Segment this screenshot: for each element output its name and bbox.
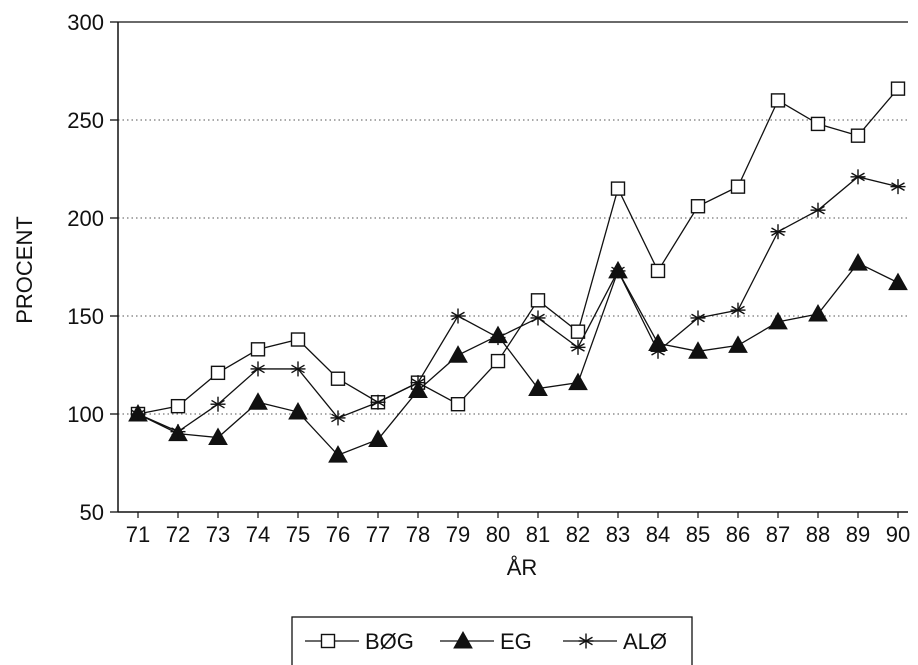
legend-label: EG <box>500 629 532 654</box>
data-point-3 <box>890 179 906 195</box>
y-tick-label: 250 <box>67 108 104 133</box>
legend-label: BØG <box>365 629 414 654</box>
data-point-3 <box>210 396 226 412</box>
legend-marker <box>578 633 594 649</box>
gridlines <box>118 119 908 415</box>
data-point-2 <box>768 311 788 330</box>
x-tick-label: 75 <box>286 522 310 547</box>
axes <box>110 21 908 518</box>
x-tick-label: 73 <box>206 522 230 547</box>
x-tick-label: 80 <box>486 522 510 547</box>
data-point-1 <box>450 397 466 412</box>
series-line-2 <box>137 262 899 456</box>
data-point-3 <box>330 410 346 426</box>
x-tick-label: 86 <box>726 522 750 547</box>
data-point-3 <box>450 308 466 324</box>
x-tick-label: 88 <box>806 522 830 547</box>
x-tick-label: 87 <box>766 522 790 547</box>
x-tick-label: 72 <box>166 522 190 547</box>
y-tick-labels: 50 100 150 200 250 300 <box>67 10 104 525</box>
data-point-1 <box>530 293 546 308</box>
data-point-1 <box>210 365 226 381</box>
x-tick-label: 79 <box>446 522 470 547</box>
data-point-2 <box>248 392 268 410</box>
series-group <box>128 81 908 463</box>
data-point-3 <box>250 361 266 377</box>
data-point-2 <box>728 335 748 353</box>
legend: BØG EG ALØ <box>291 616 693 665</box>
x-tick-label: 82 <box>566 522 590 547</box>
x-tick-label: 84 <box>646 522 670 547</box>
data-point-1 <box>250 342 266 357</box>
data-point-3 <box>730 302 746 318</box>
data-point-3 <box>290 361 306 377</box>
data-point-3 <box>370 394 386 410</box>
data-point-2 <box>288 402 308 420</box>
x-tick-label: 85 <box>686 522 710 547</box>
data-point-2 <box>848 253 868 271</box>
y-axis-title: PROCENT <box>12 216 37 324</box>
data-point-3 <box>170 424 186 440</box>
data-point-1 <box>730 179 746 194</box>
legend-marker <box>320 633 336 649</box>
x-tick-label: 89 <box>846 522 870 547</box>
data-point-1 <box>850 128 866 143</box>
data-point-1 <box>330 371 346 386</box>
x-tick-label: 90 <box>886 522 910 547</box>
data-point-1 <box>490 353 506 369</box>
data-point-3 <box>770 224 786 240</box>
data-point-2 <box>568 372 588 391</box>
x-tick-label: 78 <box>406 522 430 547</box>
data-point-3 <box>850 169 866 185</box>
data-point-2 <box>888 272 908 291</box>
x-tick-label: 81 <box>526 522 550 547</box>
data-point-2 <box>368 429 388 447</box>
series-line-3 <box>137 176 899 433</box>
data-point-3 <box>490 330 506 346</box>
y-tick-label: 200 <box>67 206 104 231</box>
y-tick-label: 150 <box>67 304 104 329</box>
data-point-1 <box>810 116 826 132</box>
data-point-2 <box>448 345 468 363</box>
data-point-1 <box>170 398 186 414</box>
x-tick-label: 83 <box>606 522 630 547</box>
data-point-3 <box>530 310 546 326</box>
data-point-2 <box>328 445 348 463</box>
x-tick-label: 77 <box>366 522 390 547</box>
data-point-1 <box>570 324 586 339</box>
data-point-3 <box>690 310 706 326</box>
data-point-1 <box>690 199 706 214</box>
data-point-1 <box>290 332 306 347</box>
data-point-1 <box>770 93 786 108</box>
data-point-2 <box>808 304 828 322</box>
data-point-1 <box>650 263 666 279</box>
x-axis-title: ÅR <box>507 555 538 580</box>
x-tick-labels: 71 72 73 74 75 76 77 78 79 80 81 82 83 84 85 86 87 88 89 90 <box>126 522 910 547</box>
data-point-1 <box>610 181 626 196</box>
y-tick-label: 300 <box>67 10 104 35</box>
data-point-1 <box>890 81 906 96</box>
data-point-3 <box>610 263 626 279</box>
x-tick-label: 76 <box>326 522 350 547</box>
x-tick-label: 74 <box>246 522 270 547</box>
data-point-2 <box>528 378 548 397</box>
legend-label: ALØ <box>623 629 667 654</box>
data-point-2 <box>688 341 708 359</box>
data-point-2 <box>208 427 228 446</box>
data-point-3 <box>650 343 666 359</box>
legend-marker <box>453 630 473 649</box>
y-tick-label: 100 <box>67 402 104 427</box>
data-point-3 <box>810 202 826 218</box>
data-point-3 <box>570 339 586 355</box>
y-tick-label: 50 <box>80 500 104 525</box>
data-point-3 <box>130 406 146 422</box>
x-tick-label: 71 <box>126 522 150 547</box>
data-point-3 <box>410 375 426 391</box>
